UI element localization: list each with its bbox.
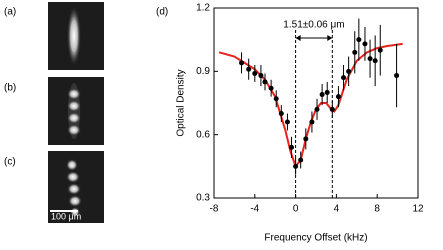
data-point bbox=[239, 60, 245, 66]
data-point bbox=[367, 56, 373, 62]
data-point bbox=[293, 163, 299, 169]
data-point bbox=[252, 70, 258, 76]
panel-label: (a) bbox=[4, 7, 16, 18]
data-point bbox=[329, 106, 335, 112]
data-point bbox=[303, 136, 309, 142]
annotation: 1.51±0.06 μm bbox=[283, 20, 344, 31]
data-point bbox=[346, 68, 352, 74]
x-tick-label: 4 bbox=[334, 204, 340, 215]
data-point bbox=[362, 41, 368, 47]
data-point bbox=[289, 144, 295, 150]
data-point bbox=[246, 66, 252, 72]
y-tick-label: 0.3 bbox=[196, 193, 210, 204]
x-tick-label: -4 bbox=[250, 204, 259, 215]
image-a bbox=[48, 2, 104, 70]
data-point bbox=[284, 119, 290, 125]
data-point bbox=[273, 96, 279, 102]
data-point bbox=[335, 94, 341, 100]
x-tick-label: 8 bbox=[374, 204, 380, 215]
scale-bar-label: 100 μm bbox=[51, 211, 81, 221]
data-point bbox=[262, 79, 268, 85]
x-tick-label: 12 bbox=[412, 204, 424, 215]
x-tick-label: -8 bbox=[210, 204, 219, 215]
image-b bbox=[48, 77, 104, 145]
data-point bbox=[356, 37, 362, 43]
panel-label: (b) bbox=[4, 83, 16, 94]
data-point bbox=[258, 73, 264, 79]
y-tick-label: 1.2 bbox=[196, 3, 210, 14]
data-point bbox=[352, 49, 358, 55]
x-axis-label: Frequency Offset (kHz) bbox=[264, 233, 367, 244]
panel-label: (c) bbox=[4, 157, 16, 168]
panel-label: (d) bbox=[156, 7, 168, 18]
data-point bbox=[268, 85, 274, 91]
image-c: 100 μm bbox=[48, 151, 104, 223]
data-point bbox=[298, 157, 304, 163]
data-point bbox=[324, 89, 330, 95]
data-point bbox=[377, 47, 383, 53]
y-tick-label: 0.6 bbox=[196, 129, 210, 140]
data-point bbox=[278, 111, 284, 117]
data-point bbox=[314, 106, 320, 112]
y-axis-label: Optical Density bbox=[176, 69, 187, 136]
x-tick-label: 0 bbox=[293, 204, 299, 215]
data-point bbox=[341, 75, 347, 81]
y-tick-label: 0.9 bbox=[196, 66, 210, 77]
data-point bbox=[319, 92, 325, 98]
data-point bbox=[372, 58, 378, 64]
data-point bbox=[309, 119, 315, 125]
data-point bbox=[394, 73, 400, 79]
plot-frame bbox=[213, 7, 419, 199]
